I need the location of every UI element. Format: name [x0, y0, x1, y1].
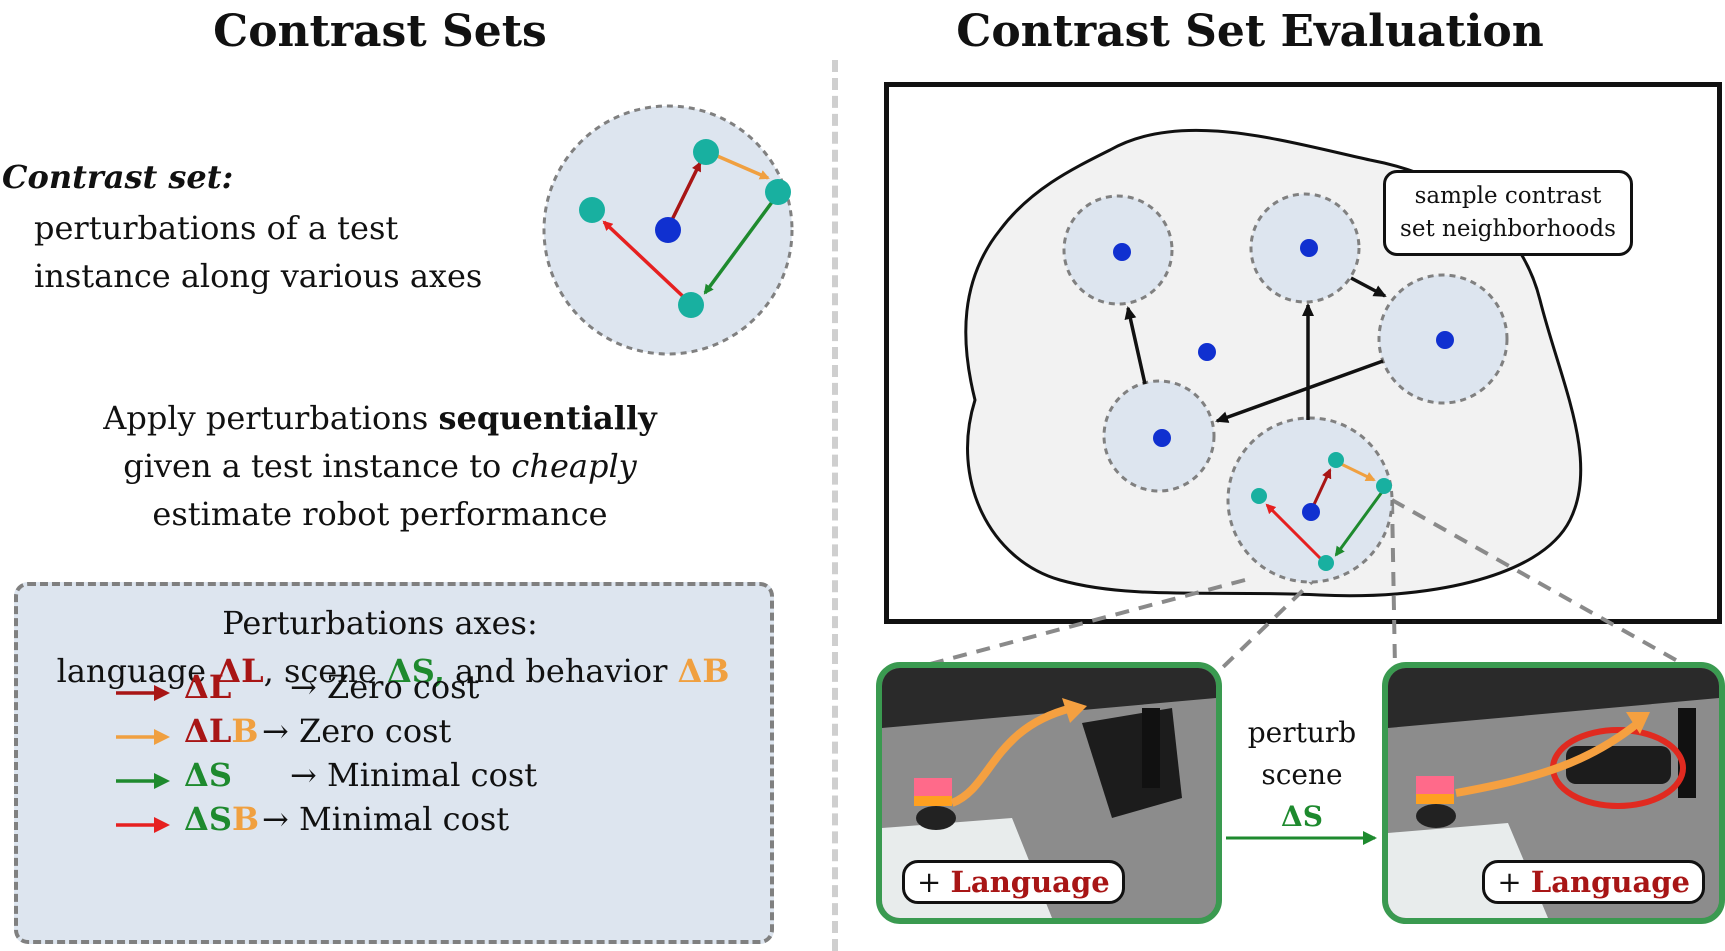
test-instance-dot: [1302, 503, 1320, 521]
legend-symbol: ΔSB: [184, 800, 259, 838]
apply-description: Apply perturbations sequentially given a…: [0, 394, 760, 538]
perturb-line1: perturb: [1247, 716, 1357, 749]
legend-symbol: ΔS: [184, 756, 232, 794]
perturbed-instance-dot: [1376, 478, 1392, 494]
perturbed-instance-dot: [1328, 452, 1344, 468]
perturbed-instance-dot: [678, 292, 704, 318]
legend-cost: → Minimal cost: [290, 756, 538, 794]
perturbed-instance-dot: [765, 179, 791, 205]
perturbed-instance-dot: [693, 139, 719, 165]
tooltip-line2: set neighborhoods: [1400, 216, 1616, 242]
test-instance-dot: [1113, 243, 1131, 261]
legend-cost: → Minimal cost: [262, 800, 510, 838]
perturbed-instance-dot: [579, 197, 605, 223]
test-instance-dot: [1300, 239, 1318, 257]
language-label-plus: +: [917, 865, 942, 899]
legend-arrow-icon: [116, 685, 170, 701]
neighborhood-circle: [1226, 416, 1394, 584]
test-instance-dot: [1436, 331, 1454, 349]
axes-scene-label: , scene: [263, 652, 387, 690]
legend-row: ΔL → Zero cost: [0, 668, 780, 712]
trajectory-arrow: [1455, 719, 1641, 797]
apply-line1-bold: sequentially: [438, 399, 657, 437]
zoom-line: [1391, 498, 1691, 670]
language-label: + Language: [902, 860, 1125, 904]
contrast-set-diagram: [542, 104, 794, 356]
tooltip-line1: sample contrast: [1414, 183, 1602, 209]
test-instance-dot: [1153, 429, 1171, 447]
legend-row: ΔSB → Minimal cost: [0, 800, 780, 844]
axes-language-label: language: [56, 652, 217, 690]
apply-line3: estimate robot performance: [152, 495, 608, 533]
perturb-delta: ΔS: [1281, 800, 1323, 833]
delta-s-arrow: [1334, 491, 1384, 557]
legend-arrow-icon: [116, 817, 170, 833]
perturbation-axes-title: Perturbations axes:: [222, 604, 538, 642]
axes-comma: ,: [433, 652, 445, 690]
axes-delta-s: ΔS: [386, 652, 434, 690]
delta-lb-arrow: [1336, 460, 1376, 482]
trajectory-arrow: [950, 704, 1073, 807]
delta-s-arrow: [703, 192, 780, 295]
legend-symbol: ΔL: [184, 668, 231, 706]
language-label-word: Language: [950, 865, 1110, 899]
legend-row: ΔS → Minimal cost: [0, 756, 780, 800]
sample-neighborhoods-tooltip: sample contrast set neighborhoods: [1383, 170, 1633, 256]
perturbation-axes-line: language ΔL, scene ΔS, and behavior ΔB: [0, 652, 786, 690]
legend-symbol-part: ΔL: [184, 712, 232, 750]
axes-delta-b: ΔB: [677, 652, 730, 690]
scene-photo-image: [1388, 668, 1719, 918]
language-label-word: Language: [1530, 865, 1690, 899]
legend-symbol-part: ΔL: [184, 668, 232, 706]
left-title: Contrast Sets: [213, 6, 547, 57]
apply-line1-pre: Apply perturbations: [103, 399, 439, 437]
legend-cost: → Zero cost: [262, 712, 452, 750]
legend-symbol: ΔLB: [184, 712, 258, 750]
legend-arrow-icon: [116, 729, 170, 745]
language-label-plus: +: [1497, 865, 1522, 899]
scene-photo-original: + Language: [876, 662, 1222, 924]
legend-symbol-part: ΔS: [184, 756, 232, 794]
contrast-set-heading: Contrast set:: [2, 158, 234, 196]
zoom-line: [914, 578, 1246, 670]
axes-behavior-label: and behavior: [444, 652, 678, 690]
scene-photo-perturbed: + Language: [1382, 662, 1725, 924]
evaluation-frame: [884, 82, 1722, 624]
delta-l-arrow: [666, 161, 702, 229]
sample-arrow: [1215, 359, 1384, 423]
apply-line2-pre: given a test instance to: [123, 447, 512, 485]
sample-arrow: [1124, 306, 1147, 385]
perturbed-instance-dot: [1318, 555, 1334, 571]
zoom-line: [1390, 499, 1397, 669]
language-label: + Language: [1482, 860, 1705, 904]
perturb-scene-text: perturb scene ΔS: [1222, 712, 1382, 838]
test-instance-dot: [1198, 343, 1216, 361]
perturbed-instance-dot: [1251, 488, 1267, 504]
perturbation-axes-box: [14, 582, 774, 944]
right-title: Contrast Set Evaluation: [956, 6, 1544, 57]
axes-delta-l: ΔL: [216, 652, 264, 690]
contrast-set-desc-line1: perturbations of a test: [34, 209, 399, 247]
legend-symbol-part: ΔS: [184, 800, 232, 838]
delta-sb-arrow: [602, 220, 692, 305]
contrast-set-description: perturbations of a test instance along v…: [34, 204, 482, 300]
legend-row: ΔLB → Zero cost: [0, 712, 780, 756]
sample-arrow: [1350, 276, 1387, 298]
legend-arrow-icon: [116, 773, 170, 789]
delta-sb-arrow: [1265, 503, 1324, 562]
legend-cost: → Zero cost: [290, 668, 480, 706]
legend-symbol-part: B: [231, 800, 259, 838]
perturb-line2: scene: [1261, 758, 1343, 791]
apply-line2-italic: cheaply: [511, 447, 637, 485]
panel-divider: [832, 60, 838, 951]
contrast-set-desc-line2: instance along various axes: [34, 257, 483, 295]
test-instance-dot: [655, 217, 681, 243]
legend-symbol-part: B: [231, 712, 259, 750]
